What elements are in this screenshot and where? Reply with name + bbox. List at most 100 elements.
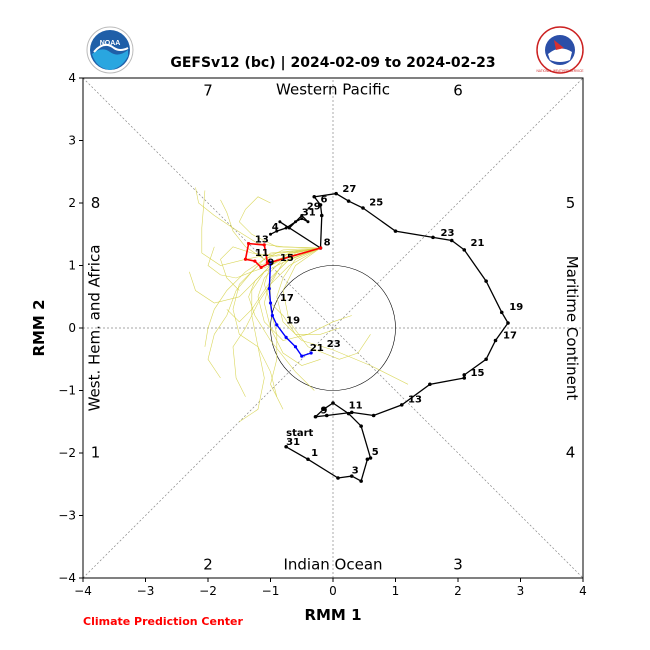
observed-point — [365, 457, 370, 462]
grid-layer — [82, 77, 584, 579]
forecast-day-label: 11 — [255, 248, 269, 259]
phase-label: 8 — [91, 194, 101, 212]
observed-point — [393, 229, 398, 233]
observed-day-label: 15 — [471, 368, 485, 379]
observed-point — [346, 199, 351, 203]
observed-day-label: 9 — [321, 406, 328, 417]
observed-point — [359, 424, 363, 428]
observed-point — [306, 457, 310, 462]
forecast-week2-point — [309, 351, 313, 355]
forecast-day-label: 13 — [255, 234, 269, 245]
observed-point — [368, 456, 373, 460]
observed-day-label: 23 — [441, 228, 455, 239]
forecast-day-label: 15 — [280, 253, 294, 264]
x-tick-label: −4 — [74, 584, 92, 598]
forecast-layer — [243, 242, 323, 358]
ensemble-member-line — [238, 196, 321, 249]
phase-label: 6 — [453, 82, 463, 100]
observed-day-label: 29 — [307, 201, 321, 212]
observed-point — [313, 414, 318, 419]
observed-point — [499, 310, 504, 315]
observed-point — [371, 413, 376, 418]
observed-point — [346, 411, 351, 416]
x-tick-label: −1 — [262, 584, 280, 598]
forecast-week2-point — [270, 313, 274, 318]
phase-label: 4 — [566, 443, 576, 461]
y-tick-label: −4 — [58, 571, 76, 585]
observed-point — [300, 217, 304, 221]
ensemble-member-line — [270, 247, 321, 410]
observed-day-label: 31 — [302, 208, 316, 219]
region-label-left: West. Hem. and Africa — [85, 245, 103, 412]
observed-day-label: 21 — [471, 238, 485, 249]
y-tick-label: −2 — [58, 446, 76, 460]
y-tick-label: 0 — [68, 321, 76, 335]
observed-point — [334, 191, 338, 196]
nws-logo-text: NATIONAL WEATHER SERVICE — [537, 69, 584, 73]
forecast-day-label: 19 — [286, 316, 300, 327]
forecast-day-label: 23 — [327, 339, 341, 350]
y-tick-label: −1 — [58, 384, 76, 398]
observed-point — [462, 376, 467, 380]
observed-point — [431, 235, 435, 240]
observed-point — [359, 479, 363, 483]
y-tick-label: 4 — [68, 71, 76, 85]
ensemble-member-line — [207, 247, 321, 379]
ensemble-member-line — [189, 247, 321, 304]
chart-title: GEFSv12 (bc) | 2024-02-09 to 2024-02-23 — [170, 55, 496, 71]
x-axis-title: RMM 1 — [304, 606, 361, 624]
observed-point — [324, 413, 329, 418]
ensemble-member-line — [220, 199, 321, 260]
observed-point — [361, 206, 365, 210]
observed-day-label: 17 — [503, 331, 517, 342]
forecast-week1-point — [253, 259, 257, 263]
forecast-week2-point — [293, 345, 298, 349]
forecast-week1-point — [318, 246, 323, 250]
ensemble-member-line — [239, 247, 321, 423]
ensemble-member-line — [226, 247, 321, 323]
y-tick-label: 2 — [68, 196, 76, 210]
observed-point — [278, 220, 282, 224]
observed-point — [506, 321, 510, 325]
x-tick-label: 4 — [579, 584, 587, 598]
x-tick-label: −3 — [137, 584, 155, 598]
nws-logo-icon: NATIONAL WEATHER SERVICE — [536, 26, 584, 74]
observed-point — [269, 232, 272, 236]
observed-point — [321, 407, 326, 412]
observed-day-label: 31 — [286, 437, 300, 448]
ensemble-member-line — [248, 247, 321, 391]
forecast-week2-point — [300, 354, 304, 358]
observed-tail-line — [270, 214, 321, 249]
phase-label: 1 — [91, 443, 101, 461]
observed-point — [300, 214, 304, 217]
forecast-week2-point — [268, 260, 273, 264]
ensemble-member-line — [263, 247, 321, 366]
observed-day-label: 4 — [272, 222, 279, 233]
region-label-top: Western Pacific — [276, 80, 390, 98]
ensemble-member-line — [195, 187, 321, 249]
phase-label: 3 — [453, 555, 463, 573]
forecast-week1-point — [262, 243, 266, 247]
observed-point — [428, 382, 432, 387]
noaa-logo-text: NOAA — [100, 40, 121, 47]
observed-point — [484, 279, 488, 283]
observed-point — [275, 229, 279, 233]
observed-day-label: 1 — [311, 448, 318, 459]
observed-point — [284, 226, 288, 230]
ensemble-member-line — [220, 246, 321, 291]
forecast-day-label: 17 — [280, 293, 294, 304]
region-label-right: Maritime Continent — [563, 256, 581, 401]
observed-point — [449, 238, 454, 243]
forecast-week2-point — [275, 323, 279, 327]
y-tick-label: 1 — [68, 259, 76, 273]
observed-day-label: 3 — [352, 466, 359, 477]
ensemble-layer — [189, 187, 409, 423]
x-tick-label: 0 — [329, 584, 337, 598]
forecast-day-label: 21 — [310, 343, 324, 354]
observed-day-label: 27 — [342, 184, 356, 195]
observed-point — [306, 220, 310, 224]
region-label-bottom: Indian Ocean — [283, 555, 382, 573]
